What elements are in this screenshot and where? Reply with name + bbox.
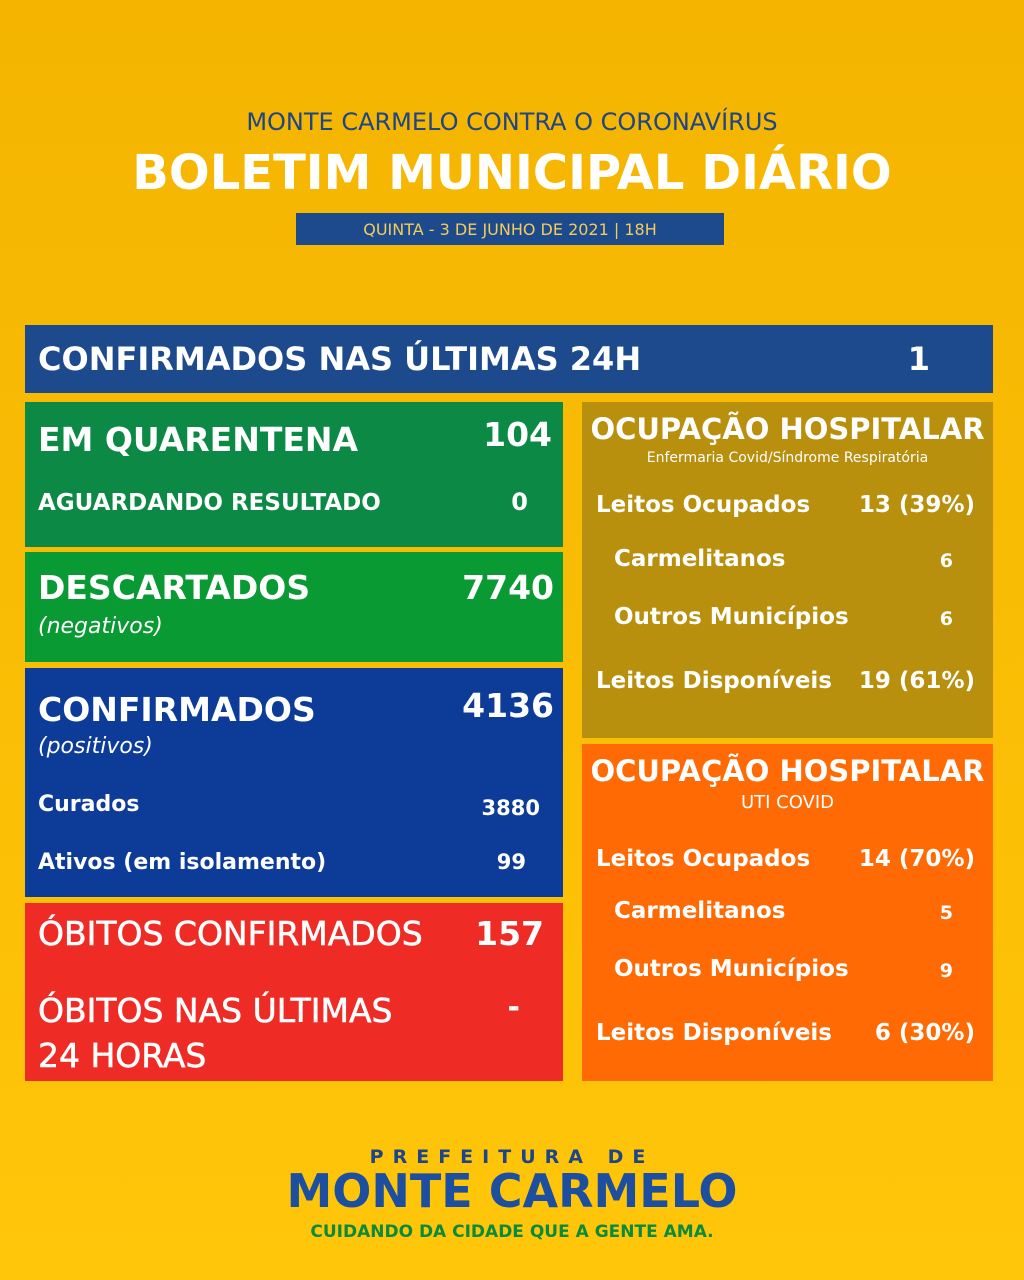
title: BOLETIM MUNICIPAL DIÁRIO bbox=[132, 145, 892, 201]
row-value: 99 bbox=[496, 850, 526, 874]
row-label: Leitos Disponíveis bbox=[596, 1020, 832, 1046]
row-label: Curados bbox=[38, 792, 140, 817]
row-value: 3880 bbox=[481, 796, 540, 820]
date-box bbox=[296, 213, 724, 245]
subtitle: MONTE CARMELO CONTRA O CORONAVÍRUS bbox=[246, 108, 778, 136]
row-value: 13 (39%) bbox=[858, 492, 975, 518]
row-label: Carmelitanos bbox=[614, 546, 786, 572]
label: DESCARTADOS bbox=[38, 568, 311, 607]
discarded-box bbox=[25, 552, 563, 662]
deaths-box bbox=[25, 903, 563, 1081]
label: ÓBITOS CONFIRMADOS bbox=[38, 914, 423, 954]
value: - bbox=[507, 990, 520, 1025]
row-label: Leitos Ocupados bbox=[596, 492, 811, 518]
row-value: 6 bbox=[939, 608, 953, 630]
label: CONFIRMADOS bbox=[38, 690, 316, 729]
ward-box bbox=[582, 402, 993, 738]
icu-box bbox=[582, 744, 993, 1081]
label: AGUARDANDO RESULTADO bbox=[38, 490, 381, 516]
panel-subtitle: Enfermaria Covid/Síndrome Respiratória bbox=[646, 450, 929, 466]
label: ÓBITOS NAS ÚLTIMAS 24 HORAS bbox=[38, 991, 393, 1076]
row-label: Ativos (em isolamento) bbox=[38, 850, 327, 875]
last24-box bbox=[25, 325, 993, 393]
row-value: 6 bbox=[939, 550, 953, 572]
footer-name: MONTE CARMELO bbox=[286, 1164, 738, 1218]
row-label: Outros Municípios bbox=[614, 604, 849, 630]
value: 104 bbox=[483, 415, 552, 454]
row-label: Carmelitanos bbox=[614, 898, 786, 924]
panel-title: OCUPAÇÃO HOSPITALAR bbox=[590, 754, 985, 788]
row-label: Leitos Disponíveis bbox=[596, 668, 832, 694]
panel-subtitle: UTI COVID bbox=[740, 792, 835, 813]
value: 7740 bbox=[462, 568, 554, 607]
label: EM QUARENTENA bbox=[38, 420, 359, 459]
row-value: 14 (70%) bbox=[858, 846, 975, 872]
row-value: 5 bbox=[939, 902, 953, 924]
value: 1 bbox=[907, 340, 930, 378]
row-value: 19 (61%) bbox=[858, 668, 975, 694]
note: (negativos) bbox=[38, 614, 163, 639]
footer-pre: PREFEITURA DE bbox=[369, 1146, 655, 1168]
row-label: Leitos Ocupados bbox=[596, 846, 811, 872]
label: CONFIRMADOS NAS ÚLTIMAS 24H bbox=[38, 340, 642, 378]
row-value: 9 bbox=[939, 960, 953, 982]
value: 4136 bbox=[462, 686, 554, 725]
footer-slogan: CUIDANDO DA CIDADE QUE A GENTE AMA. bbox=[310, 1222, 714, 1242]
value: 157 bbox=[475, 914, 544, 953]
note: (positivos) bbox=[38, 734, 153, 759]
row-value: 6 (30%) bbox=[874, 1020, 975, 1046]
row-label: Outros Municípios bbox=[614, 956, 849, 982]
quarantine-box bbox=[25, 402, 563, 547]
value: 0 bbox=[511, 488, 528, 516]
date: QUINTA - 3 DE JUNHO DE 2021 | 18H bbox=[363, 220, 657, 239]
confirmed-box bbox=[25, 668, 563, 897]
panel-title: OCUPAÇÃO HOSPITALAR bbox=[590, 412, 985, 446]
